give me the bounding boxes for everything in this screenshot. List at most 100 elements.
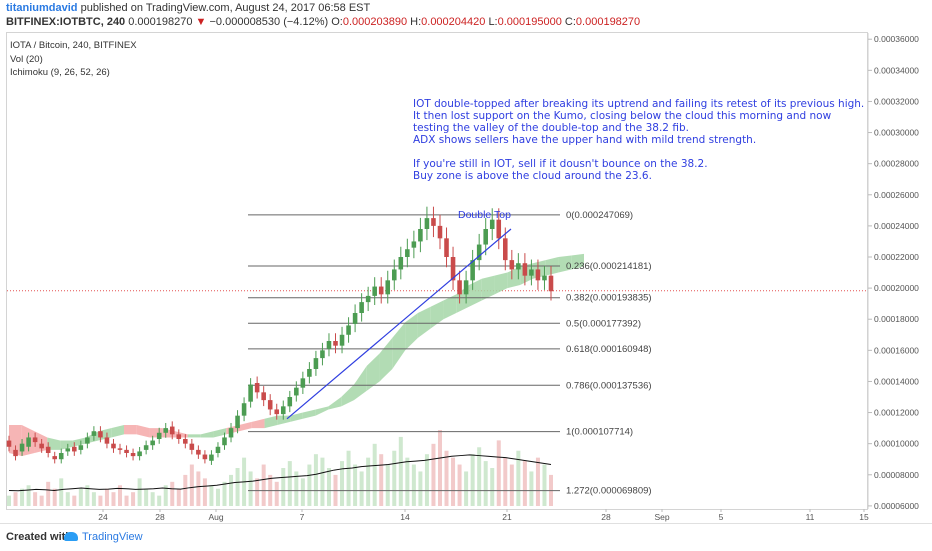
volume-bar bbox=[509, 464, 514, 506]
ichimoku-cloud-segment bbox=[481, 275, 495, 301]
candle-body bbox=[470, 260, 475, 281]
volume-bar bbox=[229, 474, 234, 506]
ichimoku-cloud-segment bbox=[9, 425, 22, 457]
y-tick-label: 0.00018000 bbox=[874, 314, 919, 324]
y-tick-label: 0.00030000 bbox=[874, 128, 919, 138]
candle-body bbox=[104, 437, 110, 444]
volume-bar bbox=[98, 495, 103, 506]
ichimoku-cloud-segment bbox=[379, 337, 393, 382]
y-tick-label: 0.00008000 bbox=[874, 470, 919, 480]
ichimoku-cloud-segment bbox=[507, 266, 521, 289]
volume-bar bbox=[300, 478, 305, 506]
ichimoku-cloud-segment bbox=[341, 384, 354, 407]
volume-bar bbox=[261, 464, 266, 506]
volume-bar bbox=[490, 468, 495, 506]
ichimoku-cloud-segment bbox=[558, 255, 572, 273]
ohlc-low: 0.000195000 bbox=[497, 16, 562, 28]
ichimoku-cloud-segment bbox=[354, 365, 367, 401]
volume-bar bbox=[340, 461, 345, 506]
volume-bar bbox=[529, 471, 534, 506]
candle-body bbox=[378, 286, 384, 295]
volume-bar bbox=[157, 495, 162, 506]
candle-body bbox=[235, 415, 240, 429]
fib-level-label: 0.786(0.000137536) bbox=[566, 380, 652, 391]
volume-bar bbox=[346, 450, 351, 506]
fib-level-label: 0.618(0.000160948) bbox=[566, 344, 652, 355]
x-tick-label: 28 bbox=[155, 512, 165, 522]
volume-bar bbox=[294, 471, 299, 506]
x-tick-label: Sep bbox=[654, 512, 669, 522]
candle-body bbox=[117, 448, 123, 450]
volume-bar bbox=[72, 495, 77, 506]
volume-bar bbox=[131, 492, 136, 506]
volume-bar bbox=[104, 488, 109, 506]
candle-body bbox=[503, 238, 508, 261]
ohlc-open-label: O: bbox=[331, 16, 343, 28]
candle-body bbox=[261, 392, 266, 401]
x-tick-label: 15 bbox=[859, 512, 869, 522]
volume-bar bbox=[313, 454, 318, 506]
volume-bar bbox=[464, 471, 469, 506]
volume-bar bbox=[496, 440, 501, 506]
volume-bar bbox=[215, 488, 220, 506]
candle-body bbox=[267, 400, 273, 410]
ichimoku-cloud-segment bbox=[213, 428, 227, 438]
quote-line: BITFINEX:IOTBTC, 240 0.000198270 ▼ −0.00… bbox=[6, 16, 640, 28]
volume-bar bbox=[359, 471, 364, 506]
candle-body bbox=[248, 384, 253, 402]
analysis-note: IOT double-topped after breaking its upt… bbox=[413, 98, 864, 182]
volume-bar bbox=[405, 457, 410, 506]
x-tick-label: 11 bbox=[806, 512, 815, 522]
x-tick-label: Aug bbox=[208, 512, 223, 522]
candle-body bbox=[143, 445, 149, 450]
volume-bar bbox=[307, 464, 312, 506]
symbol-label: BITFINEX:IOTBTC, 240 bbox=[6, 16, 126, 28]
candle-body bbox=[424, 218, 430, 229]
candle-body bbox=[516, 263, 521, 270]
author-link[interactable]: titaniumdavid bbox=[6, 2, 78, 14]
ohlc-open: 0.000203890 bbox=[342, 16, 408, 28]
ichimoku-cloud-segment bbox=[571, 253, 584, 270]
candle-body bbox=[476, 244, 482, 261]
volume-bar bbox=[189, 464, 194, 506]
candle-body bbox=[437, 225, 443, 239]
last-price: 0.000198270 bbox=[128, 16, 193, 28]
candle-body bbox=[85, 437, 90, 444]
ichimoku-cloud-segment bbox=[328, 397, 342, 410]
candle-body bbox=[196, 449, 201, 455]
ichimoku-cloud-segment bbox=[443, 294, 457, 320]
candle-body bbox=[65, 448, 71, 452]
fib-level-label: 0(0.000247069) bbox=[566, 210, 633, 221]
candle-body bbox=[6, 440, 12, 447]
candle-body bbox=[333, 341, 338, 346]
candle-body bbox=[45, 446, 51, 453]
candle-body bbox=[163, 428, 169, 433]
ichimoku-cloud-segment bbox=[417, 306, 431, 338]
candle-body bbox=[483, 229, 488, 245]
ichimoku-cloud-segment bbox=[47, 437, 61, 450]
volume-bar bbox=[124, 495, 129, 506]
fib-level-label: 0.5(0.000177392) bbox=[566, 318, 641, 329]
ichimoku-cloud-segment bbox=[34, 431, 48, 453]
y-tick-label: 0.00010000 bbox=[874, 439, 919, 449]
ichimoku-cloud-segment bbox=[302, 409, 316, 419]
candle-body bbox=[111, 443, 116, 449]
legend-vol: Vol (20) bbox=[10, 54, 43, 65]
ichimoku-cloud-segment bbox=[469, 278, 482, 307]
volume-bar bbox=[255, 478, 260, 506]
candle-body bbox=[254, 383, 260, 393]
candle-body bbox=[307, 369, 312, 377]
volume-bar bbox=[281, 468, 286, 506]
ichimoku-cloud-segment bbox=[290, 412, 303, 422]
x-tick-label: 14 bbox=[400, 512, 410, 522]
volume-bar bbox=[470, 454, 475, 506]
tradingview-logo-icon bbox=[64, 532, 78, 541]
tradingview-link[interactable]: TradingView bbox=[82, 531, 143, 543]
candle-body bbox=[391, 269, 397, 281]
ichimoku-cloud-segment bbox=[430, 300, 444, 329]
y-tick-label: 0.00014000 bbox=[874, 376, 919, 386]
note-line: testing the valley of the double-top and… bbox=[413, 122, 689, 134]
fib-level-label: 1(0.000107714) bbox=[566, 427, 633, 438]
volume-bar bbox=[209, 485, 214, 506]
